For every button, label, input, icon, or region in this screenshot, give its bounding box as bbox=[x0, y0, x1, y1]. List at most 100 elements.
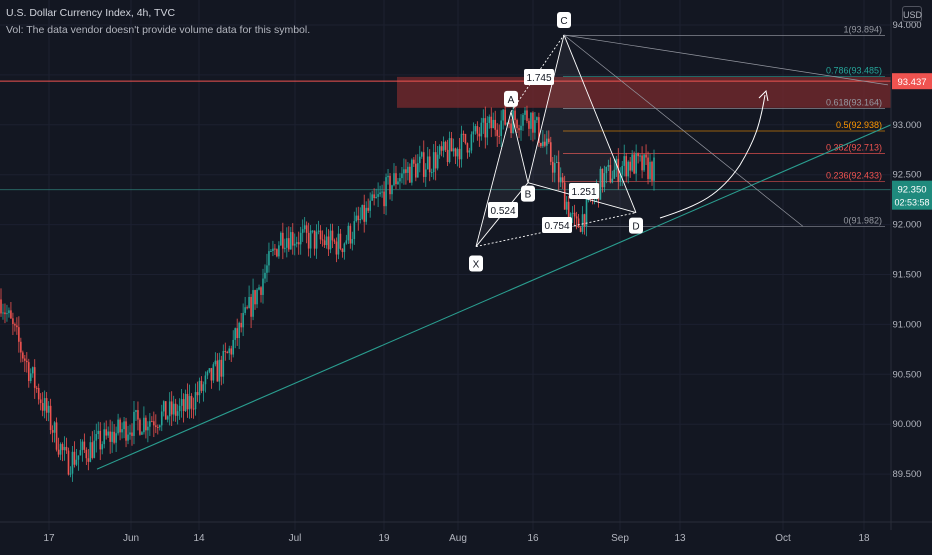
candle-body bbox=[238, 322, 240, 339]
candle-body bbox=[250, 296, 252, 317]
candle-body bbox=[377, 194, 379, 197]
candle-body bbox=[101, 444, 104, 450]
candle-body bbox=[166, 416, 169, 420]
candle-body bbox=[200, 380, 203, 391]
candle-body bbox=[446, 149, 449, 163]
pattern-leg-bc bbox=[527, 34, 565, 183]
candle-body bbox=[492, 119, 495, 129]
ratio-box bbox=[488, 202, 518, 218]
resistance-price-text: 93.437 bbox=[897, 77, 926, 88]
candle-body bbox=[417, 163, 419, 178]
candle-body bbox=[133, 411, 135, 436]
candle-body bbox=[297, 242, 300, 245]
candle-body bbox=[452, 148, 455, 152]
candle-body bbox=[6, 313, 8, 315]
candle-body bbox=[488, 116, 491, 123]
candle-body bbox=[357, 215, 360, 221]
time-axis-label: 17 bbox=[43, 533, 55, 544]
candle-body bbox=[436, 154, 439, 169]
candle-body bbox=[565, 201, 568, 210]
candle-body bbox=[444, 141, 447, 150]
candle-body bbox=[291, 232, 294, 246]
candle-body bbox=[286, 238, 288, 248]
candle-body bbox=[397, 181, 399, 185]
candle-body bbox=[401, 173, 403, 179]
candle-body bbox=[194, 392, 197, 410]
candle-body bbox=[538, 117, 540, 143]
time-axis-label: 13 bbox=[674, 533, 686, 544]
candle-body bbox=[289, 232, 292, 250]
candle-body bbox=[546, 138, 548, 146]
symbol-title: U.S. Dollar Currency Index, 4h, TVC bbox=[6, 7, 176, 19]
candle-body bbox=[420, 152, 423, 157]
candle-body bbox=[301, 229, 304, 233]
candle-body bbox=[581, 214, 584, 232]
pattern-leg-cd bbox=[563, 34, 637, 213]
candle-body bbox=[526, 110, 528, 121]
candle-body bbox=[601, 168, 604, 188]
candle-body bbox=[363, 204, 366, 222]
candle-body bbox=[63, 446, 66, 451]
candle-body bbox=[563, 182, 566, 210]
candle-body bbox=[160, 411, 163, 426]
price-axis-label: 91.000 bbox=[892, 319, 921, 330]
candle-body bbox=[389, 175, 391, 195]
candle-body bbox=[478, 133, 481, 137]
ratio-text: 1.745 bbox=[526, 73, 551, 84]
candle-body bbox=[196, 392, 199, 396]
candle-body bbox=[170, 401, 173, 415]
candle-body bbox=[26, 360, 28, 363]
candle-body bbox=[81, 441, 84, 451]
candle-body bbox=[174, 403, 177, 416]
projection-arrow bbox=[659, 94, 766, 219]
candle-body bbox=[349, 225, 352, 244]
candle-body bbox=[107, 431, 109, 436]
candle-body bbox=[162, 401, 165, 412]
candle-body bbox=[137, 410, 139, 420]
candle-body bbox=[528, 120, 530, 129]
candle-body bbox=[20, 341, 22, 353]
candle-body bbox=[254, 290, 256, 305]
ratio-text: 0.754 bbox=[544, 221, 569, 232]
candle-body bbox=[448, 138, 451, 163]
fib-level-label: 0.618(93.164) bbox=[826, 97, 882, 107]
candle-body bbox=[75, 459, 78, 465]
candle-body bbox=[575, 216, 578, 219]
candle-body bbox=[633, 154, 635, 174]
candle-body bbox=[121, 429, 123, 433]
countdown-text: 02:53:58 bbox=[894, 198, 929, 208]
candle-body bbox=[248, 296, 250, 308]
time-axis-label: Sep bbox=[611, 533, 629, 544]
candle-body bbox=[145, 417, 147, 431]
candle-body bbox=[599, 168, 602, 200]
candle-body bbox=[33, 367, 36, 388]
candle-body bbox=[367, 207, 369, 211]
candle-body bbox=[309, 230, 312, 249]
time-axis-label: Oct bbox=[775, 533, 791, 544]
candle-body bbox=[641, 155, 643, 171]
candle-body bbox=[524, 110, 526, 115]
candle-body bbox=[470, 134, 473, 151]
candle-body bbox=[555, 161, 558, 164]
candle-body bbox=[61, 444, 64, 451]
time-axis-label: 19 bbox=[378, 533, 390, 544]
time-axis-label: Jun bbox=[123, 533, 139, 544]
candle-body bbox=[490, 116, 493, 129]
candle-body bbox=[29, 373, 32, 382]
candle-body bbox=[411, 159, 413, 183]
price-axis-label: 92.500 bbox=[892, 170, 921, 181]
pattern-point-label bbox=[504, 90, 518, 107]
candle-body bbox=[383, 191, 385, 207]
candle-body bbox=[530, 112, 532, 129]
candle-body bbox=[85, 449, 88, 459]
candle-body bbox=[206, 371, 209, 376]
candle-body bbox=[514, 110, 516, 121]
candle-body bbox=[385, 177, 387, 207]
candle-body bbox=[212, 364, 215, 381]
currency-button[interactable]: USD bbox=[902, 6, 922, 22]
candle-body bbox=[335, 241, 338, 255]
candle-body bbox=[240, 322, 242, 328]
candle-body bbox=[93, 440, 96, 458]
